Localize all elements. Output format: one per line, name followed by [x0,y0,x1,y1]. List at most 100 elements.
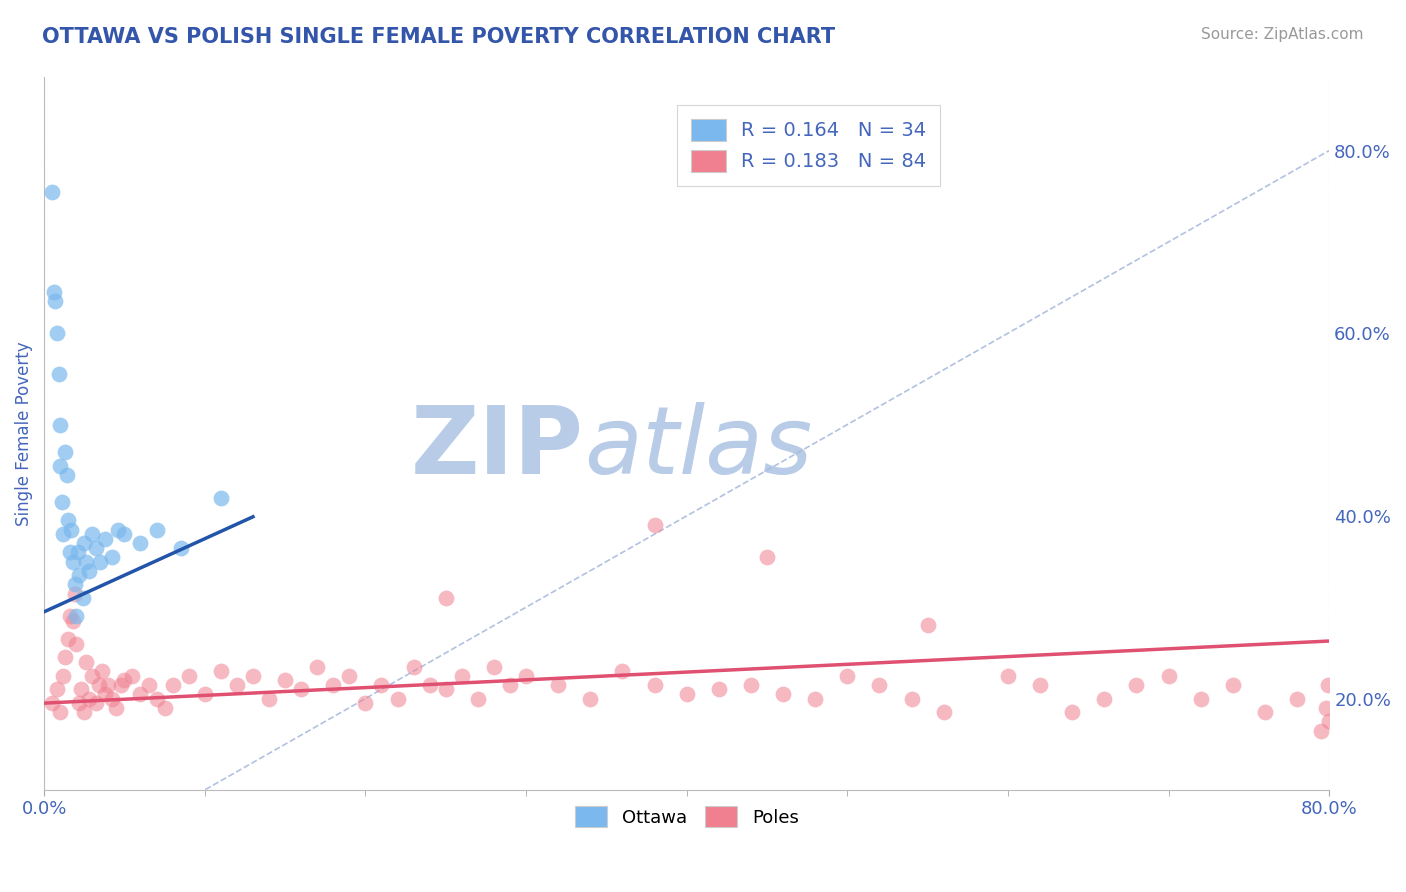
Point [644,518,666,533]
Point [177,669,200,683]
Point [94,532,117,546]
Point [467,691,489,706]
Point [169,541,191,555]
Point [1254,706,1277,720]
Point [274,673,297,688]
Point [91,664,114,678]
Point [94,687,117,701]
Point [707,682,730,697]
Point [917,618,939,632]
Point [1189,691,1212,706]
Point [837,669,859,683]
Point [73,706,96,720]
Point [65,609,87,624]
Point [70,682,93,697]
Point [1029,678,1052,692]
Point [129,536,152,550]
Text: OTTAWA VS POLISH SINGLE FEMALE POVERTY CORRELATION CHART: OTTAWA VS POLISH SINGLE FEMALE POVERTY C… [42,27,835,46]
Point [1157,669,1180,683]
Point [58,632,80,647]
Point [482,659,505,673]
Text: ZIP: ZIP [411,402,583,494]
Point [100,691,122,706]
Text: Source: ZipAtlas.com: Source: ZipAtlas.com [1201,27,1364,42]
Point [41,696,63,710]
Point [450,669,472,683]
Point [44,294,66,309]
Point [100,549,122,564]
Point [59,609,82,624]
Point [162,678,184,692]
Point [62,614,84,628]
Point [145,691,167,706]
Point [77,564,100,578]
Point [87,678,110,692]
Point [49,458,72,473]
Point [58,513,80,527]
Point [194,687,217,701]
Point [153,700,176,714]
Point [48,368,70,382]
Point [84,541,107,555]
Point [59,545,82,559]
Point [63,586,86,600]
Point [138,678,160,692]
Point [612,664,634,678]
Point [129,687,152,701]
Legend: Ottawa, Poles: Ottawa, Poles [568,799,806,834]
Point [419,678,441,692]
Point [63,577,86,591]
Point [65,637,87,651]
Point [75,555,97,569]
Point [46,326,69,341]
Point [66,545,89,559]
Point [77,691,100,706]
Point [307,659,329,673]
Point [337,669,360,683]
Point [107,523,129,537]
Point [53,650,76,665]
Point [402,659,425,673]
Point [644,678,666,692]
Point [62,555,84,569]
Point [209,491,232,505]
Point [740,678,762,692]
Y-axis label: Single Female Poverty: Single Female Poverty [15,342,32,526]
Point [772,687,794,701]
Point [69,568,91,582]
Point [41,185,63,199]
Point [52,527,75,541]
Point [1286,691,1309,706]
Point [515,669,537,683]
Point [53,445,76,459]
Point [434,591,457,606]
Text: atlas: atlas [583,402,813,493]
Point [46,682,69,697]
Point [60,523,83,537]
Point [370,678,392,692]
Point [804,691,827,706]
Point [225,678,247,692]
Point [69,696,91,710]
Point [51,495,73,509]
Point [1125,678,1147,692]
Point [242,669,264,683]
Point [75,655,97,669]
Point [1315,700,1337,714]
Point [145,523,167,537]
Point [121,669,143,683]
Point [97,678,120,692]
Point [675,687,697,701]
Point [89,555,111,569]
Point [49,706,72,720]
Point [756,549,779,564]
Point [110,678,132,692]
Point [52,669,75,683]
Point [42,285,65,299]
Point [114,673,136,688]
Point [354,696,377,710]
Point [1062,706,1084,720]
Point [547,678,569,692]
Point [82,669,104,683]
Point [932,706,955,720]
